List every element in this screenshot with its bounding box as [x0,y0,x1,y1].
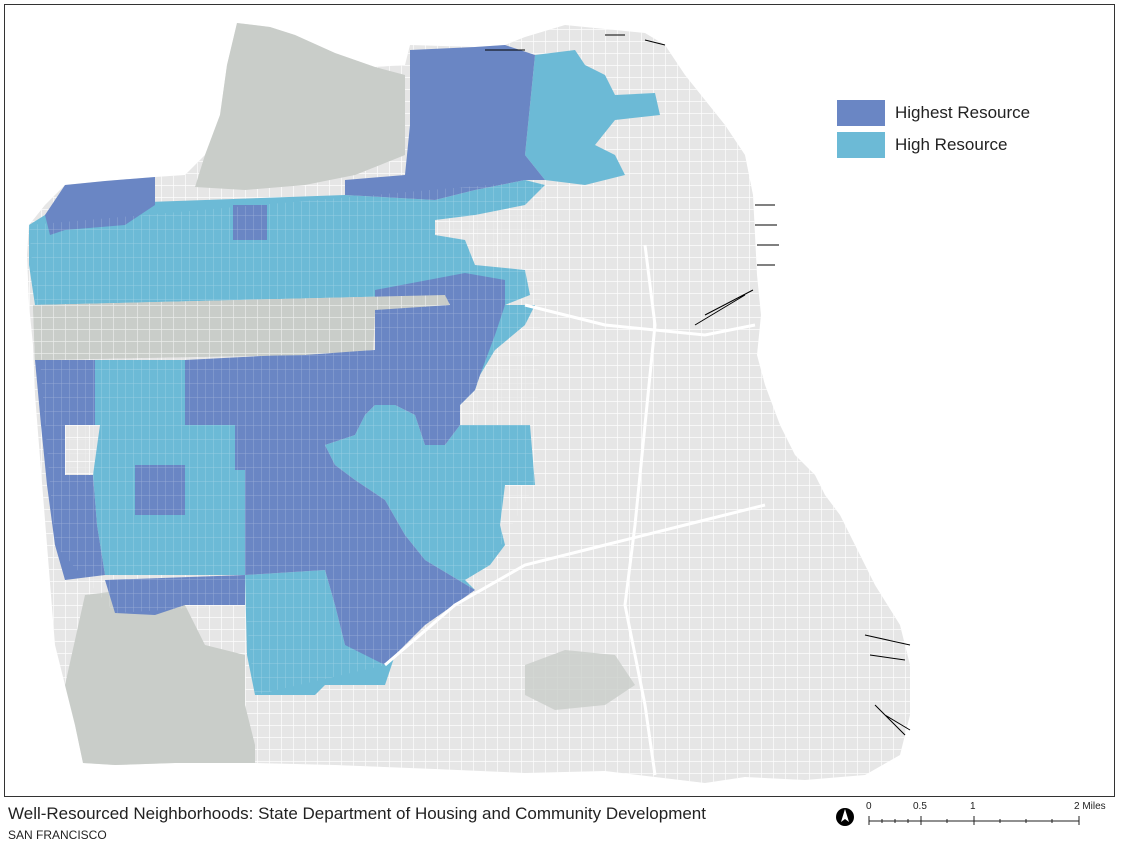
scale-ruler [868,816,1080,825]
piers [485,34,911,736]
legend-swatch-highest [837,99,885,126]
map-subtitle: SAN FRANCISCO [8,828,107,842]
mclaren-park [525,650,635,710]
legend-label: High Resource [895,134,1008,154]
scale-label-2: 2 Miles [1074,801,1106,812]
legend: Highest Resource High Resource [837,98,1030,162]
legend-item-high-resource: High Resource [837,130,1030,159]
legend-swatch-high [837,131,885,158]
north-arrow-icon [835,806,855,833]
map-frame: Highest Resource High Resource [4,4,1115,797]
scale-label-1: 1 [970,801,976,812]
map-title: Well-Resourced Neighborhoods: State Depa… [8,804,706,823]
legend-label: Highest Resource [895,102,1031,122]
legend-item-highest-resource: Highest Resource [837,98,1030,127]
scale-bar: 0 0.5 1 2 Miles [866,801,1106,831]
lake-merced-park [65,585,255,765]
san-francisco-map [27,23,911,783]
major-roads [384,244,766,776]
scale-label-0: 0 [866,801,872,812]
scale-label-half: 0.5 [913,801,927,812]
presidio-park [195,23,405,190]
